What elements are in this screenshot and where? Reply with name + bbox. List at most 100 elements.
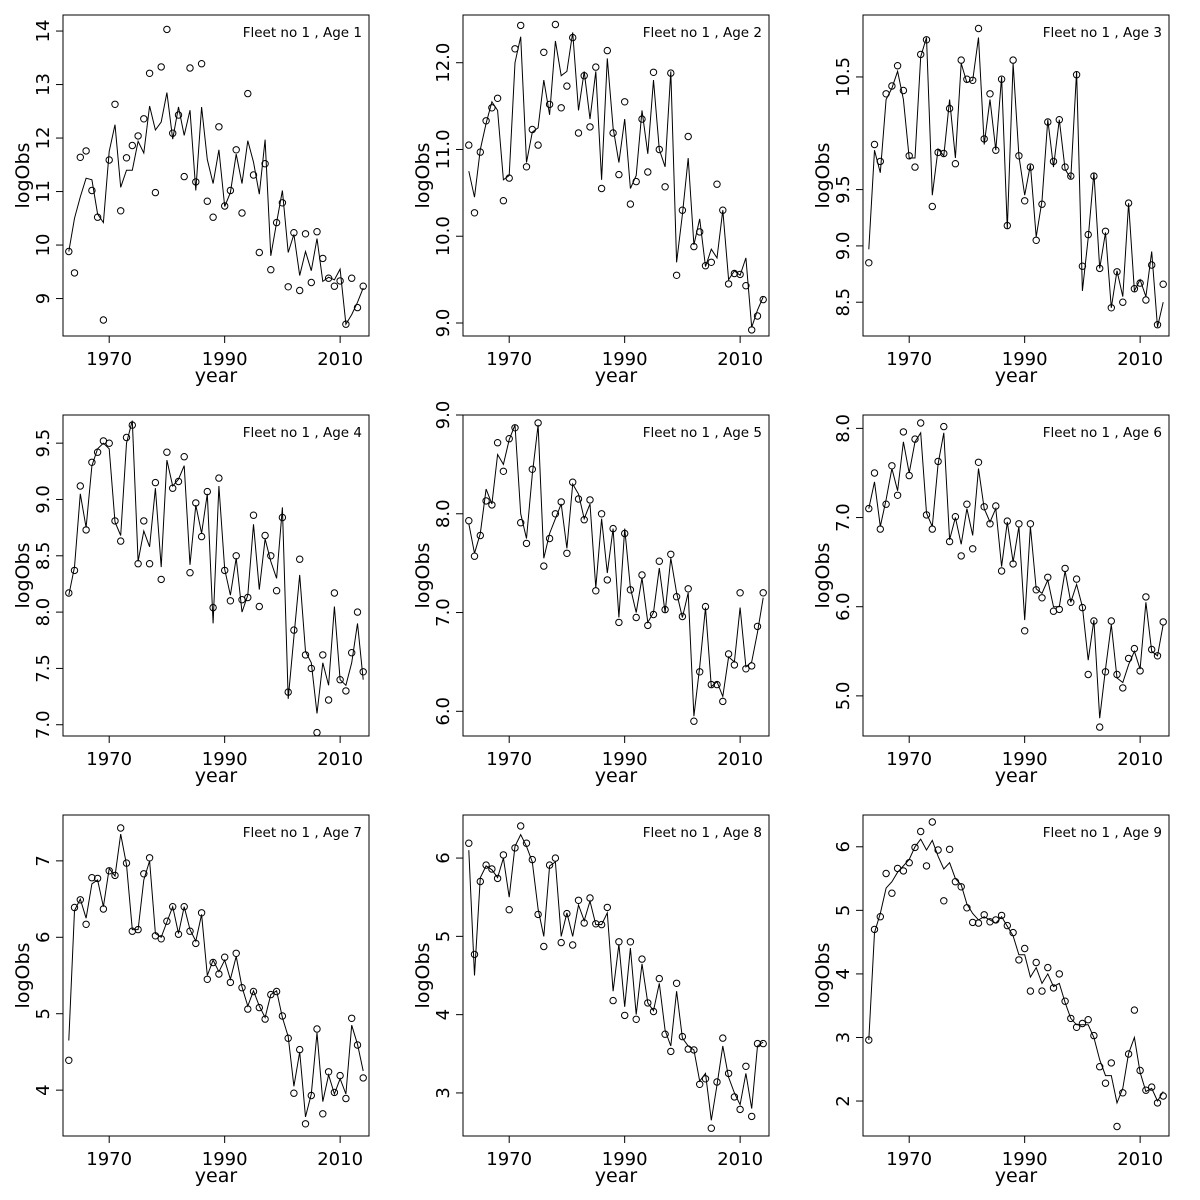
observed-point xyxy=(945,104,954,113)
x-tick-label: 1990 xyxy=(202,1149,248,1170)
y-tick-label: 10.5 xyxy=(833,57,854,97)
observed-point xyxy=(348,649,356,657)
observed-point xyxy=(603,46,611,55)
observed-point xyxy=(76,153,85,162)
fitted-line xyxy=(68,420,364,714)
y-tick-label: 11 xyxy=(33,180,54,203)
observed-point xyxy=(232,949,240,957)
observed-point xyxy=(655,557,663,565)
x-tick-label: 2010 xyxy=(317,1149,363,1170)
observed-point xyxy=(1153,652,1162,660)
observed-point xyxy=(574,129,583,137)
observed-point xyxy=(209,213,217,221)
y-tick-label: 9.0 xyxy=(433,309,454,338)
y-tick-label: 6 xyxy=(833,841,854,852)
observed-point xyxy=(313,728,321,737)
observed-point xyxy=(353,1041,362,1049)
y-axis-title: logObs xyxy=(812,143,834,209)
observed-point xyxy=(626,200,635,208)
observed-point xyxy=(163,25,171,34)
y-tick-label: 2 xyxy=(833,1095,854,1106)
y-axis: 7.0 7.5 8.0 8.5 9.0 9.5 xyxy=(33,429,63,739)
observed-point xyxy=(105,439,113,447)
observed-point xyxy=(945,845,954,853)
fitted-line xyxy=(68,834,364,1118)
observed-point xyxy=(99,316,108,324)
panel-title: Fleet no 1 , Age 6 xyxy=(1043,425,1162,441)
observed-point xyxy=(180,453,188,461)
panel-7: 1970 1990 2010 4 5 6 7 year logObs Fleet no 1 , A… xyxy=(12,814,370,1187)
y-axis: 6.0 7.0 8.0 9.0 xyxy=(433,401,463,726)
observed-point xyxy=(1067,1014,1075,1023)
y-tick-label: 12 xyxy=(33,127,54,150)
observed-point xyxy=(488,104,496,112)
observed-point xyxy=(465,839,473,847)
x-axis: 1970 1990 2010 xyxy=(886,736,1163,770)
observed-points xyxy=(465,20,767,334)
observed-point xyxy=(597,510,606,518)
observed-point xyxy=(1096,1063,1104,1071)
y-tick-label: 7.0 xyxy=(833,503,854,532)
observed-point xyxy=(174,930,183,938)
x-tick-label: 1970 xyxy=(86,1149,132,1170)
panel-title: Fleet no 1 , Age 1 xyxy=(243,25,362,41)
y-tick-label: 5 xyxy=(433,931,454,942)
x-axis: 1970 1990 2010 xyxy=(86,736,363,770)
observed-point xyxy=(180,903,188,911)
observed-point xyxy=(1119,298,1127,306)
observed-point xyxy=(1101,1079,1110,1087)
plot-frame xyxy=(862,14,1170,337)
observed-point xyxy=(678,612,687,621)
observed-point xyxy=(76,896,85,904)
x-tick-label: 2010 xyxy=(1117,1149,1163,1170)
observed-point xyxy=(505,435,513,443)
observed-point xyxy=(980,503,988,511)
observed-point xyxy=(719,1034,727,1042)
observed-point xyxy=(157,63,165,71)
observed-point xyxy=(359,668,367,676)
y-tick-label: 10.0 xyxy=(433,216,454,256)
observed-point xyxy=(1026,520,1035,528)
x-tick-label: 1990 xyxy=(602,349,648,370)
observed-point xyxy=(586,496,594,504)
observed-point xyxy=(563,909,571,918)
observed-point xyxy=(267,266,275,274)
observed-point xyxy=(534,910,542,919)
observed-point xyxy=(911,843,919,852)
observed-point xyxy=(969,918,977,927)
observed-point xyxy=(1009,56,1017,64)
observed-point xyxy=(1049,984,1058,992)
observed-point xyxy=(911,163,919,171)
observed-point xyxy=(122,154,131,162)
observed-point xyxy=(76,482,85,490)
observed-point xyxy=(951,513,960,521)
observed-point xyxy=(551,20,560,29)
observed-point xyxy=(65,589,73,597)
y-tick-label: 7.0 xyxy=(33,710,54,739)
y-tick-label: 9.0 xyxy=(433,401,454,430)
panel-6: 1970 1990 2010 5.0 6.0 7.0 8.0 year logObs Fleet … xyxy=(812,414,1170,787)
observed-point xyxy=(180,172,188,181)
observed-point xyxy=(1026,987,1035,995)
y-tick-label: 9.0 xyxy=(33,485,54,514)
x-tick-label: 1990 xyxy=(602,749,648,770)
observed-point xyxy=(117,824,125,832)
observed-point xyxy=(609,996,617,1005)
observed-point xyxy=(534,141,542,149)
x-axis: 1970 1990 2010 xyxy=(86,1136,363,1170)
observed-point xyxy=(980,911,988,919)
observed-point xyxy=(865,504,873,513)
observed-point xyxy=(465,517,473,525)
observed-point xyxy=(493,874,502,883)
panel-8: 1970 1990 2010 3 4 5 6 year logObs Fleet no 1 , A… xyxy=(412,814,770,1187)
observed-point xyxy=(759,1039,767,1048)
observed-point xyxy=(1020,627,1029,635)
observed-point xyxy=(470,950,479,959)
observed-point xyxy=(359,282,367,290)
observed-point xyxy=(899,428,908,436)
observed-point xyxy=(1032,958,1040,967)
observed-point xyxy=(353,303,362,312)
observed-point xyxy=(545,100,554,109)
observed-point xyxy=(621,1011,629,1020)
x-axis-title: year xyxy=(995,765,1038,787)
